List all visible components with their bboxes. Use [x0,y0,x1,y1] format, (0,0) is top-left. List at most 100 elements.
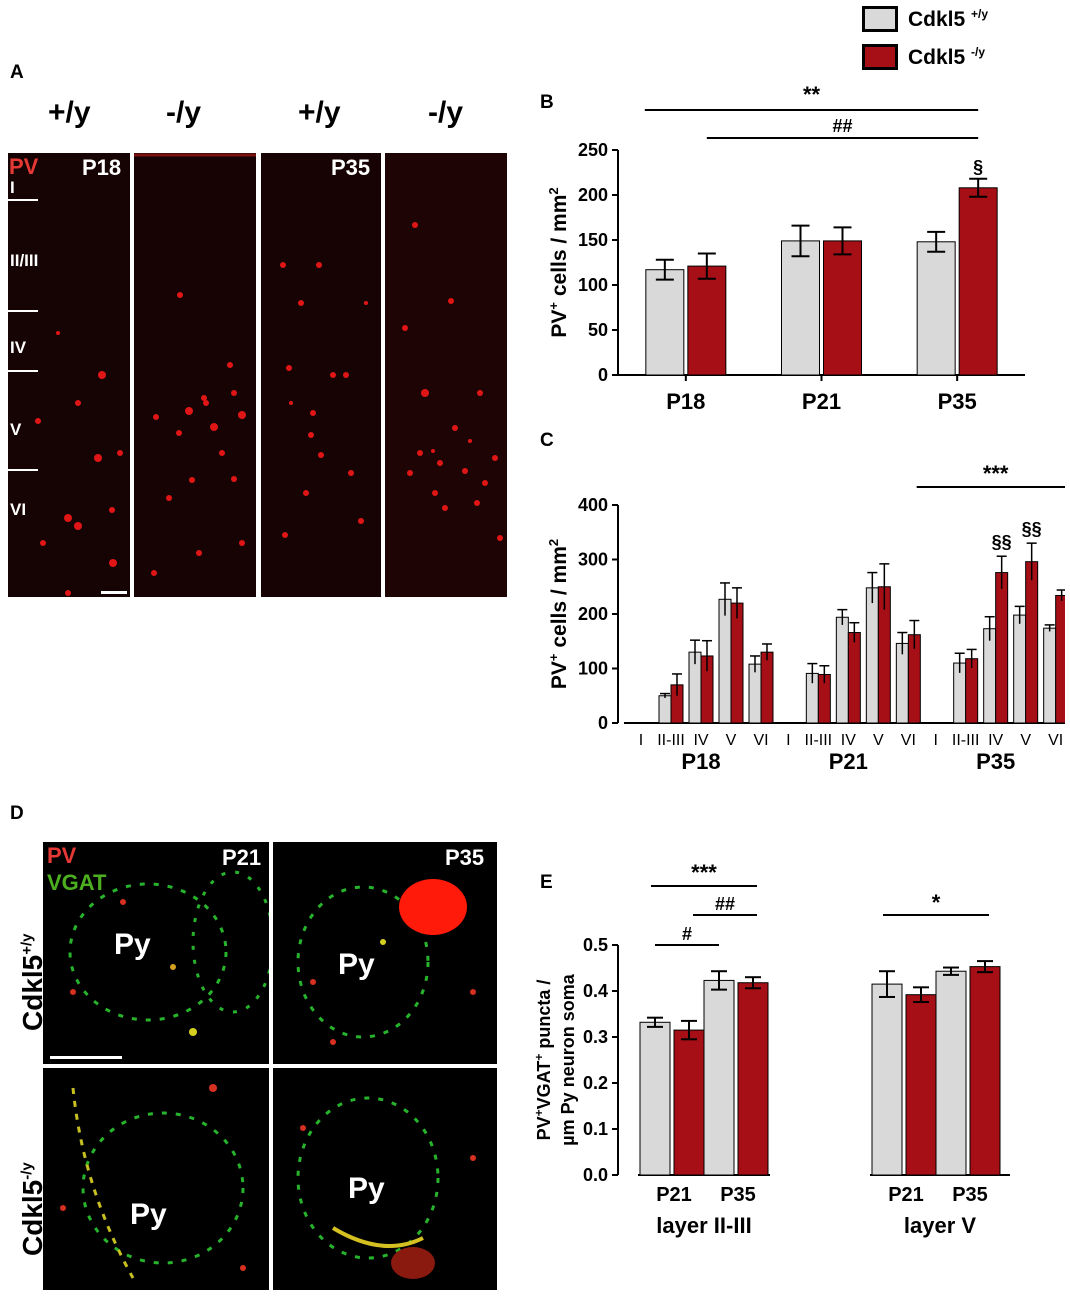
bar-c-P21-V-0 [865,587,879,724]
layer-divider-4 [8,469,38,471]
panel-c-label: C [540,430,554,451]
scale-bar-d [50,1056,122,1059]
micrograph-ko-p35 [273,1068,497,1290]
sig-text-e-4: * [932,890,941,915]
micrograph-wt-p35-art [296,879,476,1045]
legend-ko-label: Cdkl5 -/y [908,44,986,69]
layer-label-iv: IV [10,338,27,357]
py-label-3: Py [130,1198,167,1231]
bar-c-P18-VI-1 [760,651,774,724]
x-tick-label-c-1-3: V [873,732,884,749]
legend-ko: Cdkl5 -/y [862,44,985,70]
chart-b: 0 50 100 150 200 250 PV+ cells / mm2 P18 P21 P35 *… [546,82,1025,414]
x-tick-label-c-2-0: I [933,732,937,749]
sig-text-b-1: ** [803,82,821,107]
group-label-e-0: layer II-III [656,1213,751,1238]
genotype-label-4: -/y [428,96,464,129]
micrograph-wt-p35 [273,842,497,1064]
group-label-c-1: P21 [829,749,868,774]
micrograph-p18-ko [134,153,256,597]
bar-c-P21-IV-1 [847,632,861,724]
legend-ko-swatch [862,44,898,70]
x-tick-label-c-0-0: I [639,732,643,749]
bar-c-P35-V-0 [1013,614,1027,724]
sig-text-b-3: § [973,157,983,177]
x-tick-label-c-1-2: IV [841,732,856,749]
stain-vgat-d: VGAT [47,870,107,895]
sig-text-b-2: ## [832,116,852,136]
x-tick-label-b-2: P35 [938,389,977,414]
y-tick-label-c-4: 400 [578,495,608,515]
bar-c-P35-II-III-1 [965,658,979,724]
py-label-1: Py [114,928,151,961]
stain-pv-label: PV [9,154,39,179]
bar-b-P18-1 [687,265,727,376]
sig-text-e-2: ## [715,894,735,914]
y-tick-label-c-1: 100 [578,659,608,679]
micrograph-p35-ko [385,153,507,597]
x-tick-label-c-0-4: VI [753,732,768,749]
panel-e-label: E [540,872,553,893]
layer-label-vi: VI [10,500,27,519]
x-tick-label-c-0-2: IV [693,732,708,749]
y-tick-label-c-2: 200 [578,604,608,624]
py-label-4: Py [348,1172,385,1205]
layer-divider-2 [8,310,38,312]
y-tick-label-e-4: 0.4 [583,981,608,1001]
x-tick-label-e-1-0: P21 [888,1184,924,1206]
bar-b-P21-1 [823,240,862,376]
y-tick-label-b-1: 50 [588,320,608,340]
y-tick-label-b-0: 0 [598,365,608,385]
y-tick-label-e-3: 0.3 [583,1027,608,1047]
x-tick-label-c-1-0: I [786,732,790,749]
bar-e-1-P35-1 [969,966,1001,1176]
legend-wt-swatch [862,6,898,32]
x-tick-label-c-2-2: IV [988,732,1003,749]
x-tick-label-c-2-3: V [1020,732,1031,749]
bar-b-P35-1 [958,187,998,376]
panel-b-label: B [540,92,554,113]
x-tick-label-c-1-1: II-III [805,732,833,749]
bar-b-P18-0 [645,269,685,376]
x-tick-label-c-1-4: VI [901,732,916,749]
x-tick-label-b-0: P18 [666,389,705,414]
genotype-label-1: +/y [48,96,91,129]
bar-c-P35-V-1 [1025,561,1039,724]
layer-label-v: V [10,420,22,439]
x-tick-label-b-1: P21 [802,389,841,414]
y-tick-label-b-5: 250 [578,140,608,160]
y-axis-label-e-2: µm Py neuron soma [558,973,578,1145]
micrograph-wt-p21 [43,842,269,1064]
layer-divider-1 [8,199,38,201]
micrograph-wt-p21-art [68,870,269,1036]
scale-bar [101,591,127,594]
micrograph-p35-wt [261,153,381,597]
chart-e: 0.0 0.1 0.2 0.3 0.4 0.5 PV+VGAT+ puncta / µm Py… [532,860,1010,1238]
bar-c-P21-IV-0 [835,616,849,724]
legend-wt-label: Cdkl5 +/y [908,6,989,31]
layer-divider-3 [8,370,38,372]
bar-c-P21-VI-0 [895,642,909,724]
micrograph-ko-p35-art [296,1096,476,1279]
bar-c-P35-IV-1 [995,572,1009,724]
bar-c-P18-II-III-0 [658,695,672,724]
y-tick-label-e-5: 0.5 [583,935,608,955]
bar-b-P35-0 [916,241,956,376]
bar-e-1-P21-0 [871,983,903,1176]
micrograph-ko-p21 [43,1068,269,1290]
bar-e-1-P35-0 [935,970,967,1176]
bar-c-P18-VI-0 [748,663,762,724]
bar-e-1-P21-1 [905,994,937,1176]
sig-text-c-1: *** [983,461,1009,486]
x-tick-label-c-2-4: VI [1048,732,1063,749]
age-label-p35: P35 [331,155,371,180]
legend-wt: Cdkl5 +/y [862,6,988,32]
x-tick-label-e-1-1: P35 [952,1184,988,1206]
bar-c-P35-VI-0 [1043,627,1057,724]
age-label-p21-d: P21 [222,845,262,870]
bar-c-P35-IV-0 [983,628,997,724]
sig-text-e-3: # [682,924,692,944]
y-tick-label-c-3: 300 [578,550,608,570]
x-tick-label-e-0-1: P35 [720,1184,756,1206]
